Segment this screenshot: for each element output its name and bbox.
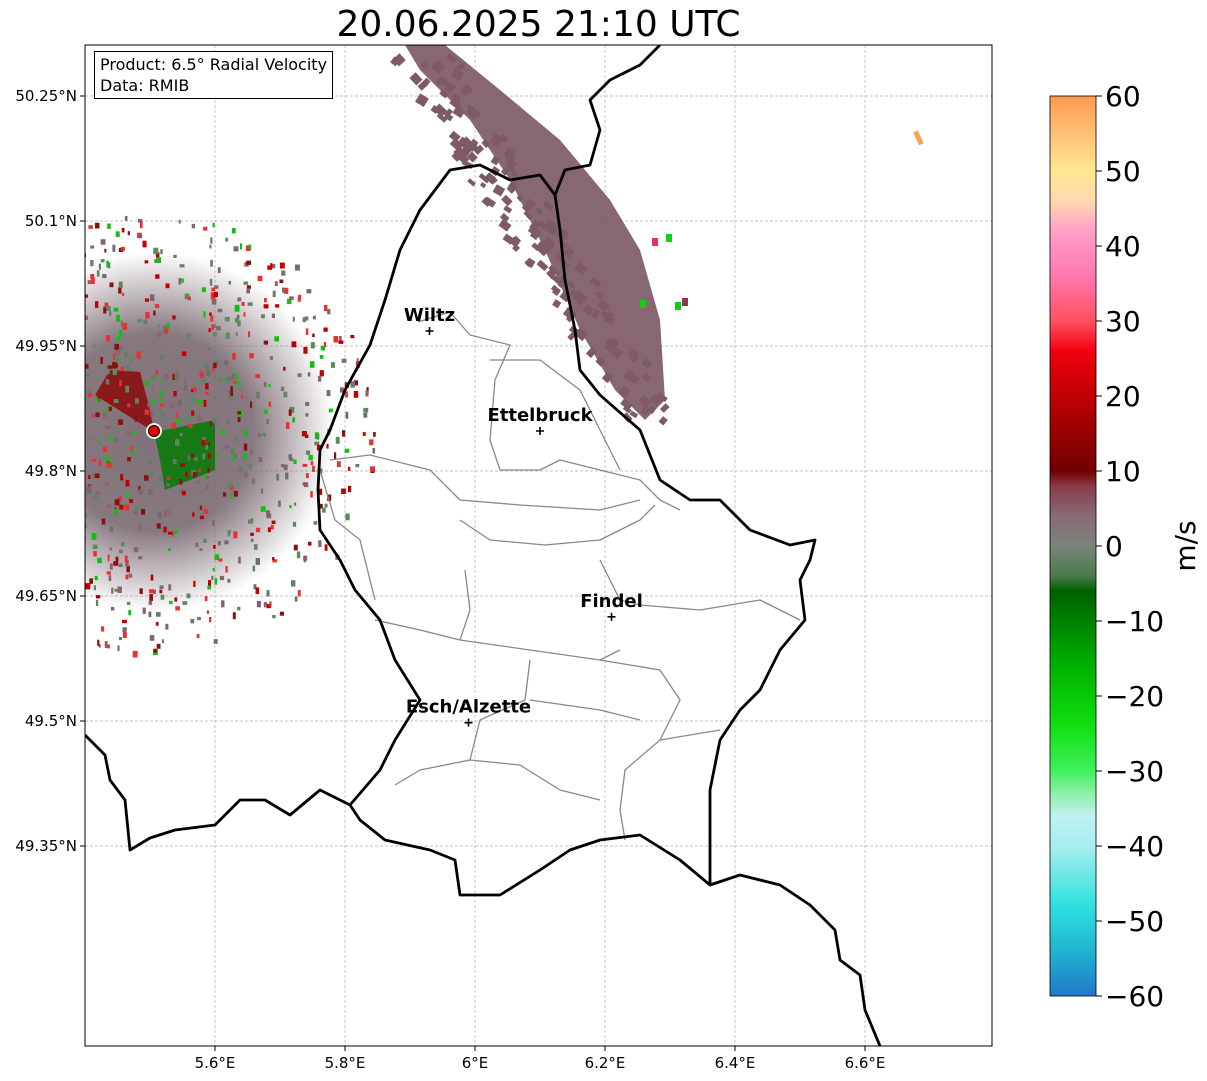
lon-tick-label: 6.6°E xyxy=(845,1054,886,1072)
colorbar-tick-label: −10 xyxy=(1105,605,1164,638)
lat-tick-label: 50.1°N xyxy=(25,212,77,230)
colorbar-tick-label: 30 xyxy=(1105,305,1141,338)
colorbar-ticks: 60 50 40 30 20 10 0 −10 −20 −30 −40 −50 −60 xyxy=(1096,80,1164,1013)
colorbar-tick-label: 60 xyxy=(1105,80,1141,113)
colorbar-tick-label: −30 xyxy=(1105,755,1164,788)
radar-echoes xyxy=(85,45,924,658)
radar-echo-red-core xyxy=(95,370,154,432)
city-esch-alzette: Esch/Alzette xyxy=(406,697,531,727)
rain-band xyxy=(405,45,665,420)
lon-tick-label: 6.4°E xyxy=(715,1054,756,1072)
city-marker-icon xyxy=(607,612,616,621)
lat-tick-label: 49.95°N xyxy=(15,337,77,355)
colorbar: 60 50 40 30 20 10 0 −10 −20 −30 −40 −50 −60 m/s xyxy=(1049,80,1202,1013)
colorbar-tick-label: 20 xyxy=(1105,380,1141,413)
colorbar-tick-label: 40 xyxy=(1105,230,1141,263)
lat-tick-labels: 50.25°N 50.1°N 49.95°N 49.8°N 49.65°N 49.5°N 4… xyxy=(15,87,85,855)
info-box: Product: 6.5° Radial Velocity Data: RMIB xyxy=(94,51,334,99)
lat-tick-label: 49.5°N xyxy=(25,712,77,730)
national-border xyxy=(85,45,882,1046)
lat-tick-label: 49.8°N xyxy=(25,462,77,480)
city-label: Wiltz xyxy=(404,305,455,326)
commune-boundaries xyxy=(319,311,801,841)
city-marker-icon xyxy=(425,327,434,335)
lon-tick-label: 5.6°E xyxy=(195,1054,236,1072)
colorbar-tick-label: −40 xyxy=(1105,830,1164,863)
lon-tick-label: 6.2°E xyxy=(585,1054,626,1072)
lat-tick-label: 50.25°N xyxy=(15,87,77,105)
city-label: Ettelbruck xyxy=(487,405,593,426)
product-label: Product: 6.5° Radial Velocity xyxy=(100,55,328,74)
radar-site-icon xyxy=(146,423,162,439)
city-marker-icon xyxy=(464,718,473,727)
city-label: Findel xyxy=(580,591,643,612)
city-findel: Findel xyxy=(580,591,643,621)
city-wiltz: Wiltz xyxy=(404,305,455,335)
map-title: 20.06.2025 21:10 UTC xyxy=(336,4,741,45)
lon-tick-label: 6°E xyxy=(462,1054,489,1072)
colorbar-tick-label: 0 xyxy=(1105,530,1123,563)
colorbar-label: m/s xyxy=(1169,520,1202,571)
borders xyxy=(85,45,882,1046)
colorbar-tick-label: −60 xyxy=(1105,980,1164,1013)
colorbar-tick-label: 50 xyxy=(1105,155,1141,188)
axes-frame xyxy=(84,44,993,1047)
lat-tick-label: 49.35°N xyxy=(15,837,77,855)
colorbar-tick-label: −20 xyxy=(1105,680,1164,713)
city-label: Esch/Alzette xyxy=(406,697,531,718)
radar-echo-green-core xyxy=(154,420,215,490)
lon-tick-labels: 5.6°E 5.8°E 6°E 6.2°E 6.4°E 6.6°E xyxy=(195,1046,886,1072)
city-marker-icon xyxy=(536,427,544,435)
isolated-echo xyxy=(913,130,924,146)
radar-speckle xyxy=(85,215,376,658)
rain-band-speckle xyxy=(390,53,688,426)
data-source-label: Data: RMIB xyxy=(100,76,190,95)
colorbar-tick-label: 10 xyxy=(1105,455,1141,488)
lon-tick-label: 5.8°E xyxy=(325,1054,366,1072)
city-markers: Wiltz Ettelbruck Findel Esch/Alzette xyxy=(404,305,643,727)
colorbar-tick-label: −50 xyxy=(1105,905,1164,938)
city-ettelbruck: Ettelbruck xyxy=(487,405,594,435)
colorbar-scale xyxy=(1049,95,1097,997)
lat-tick-label: 49.65°N xyxy=(15,587,77,605)
